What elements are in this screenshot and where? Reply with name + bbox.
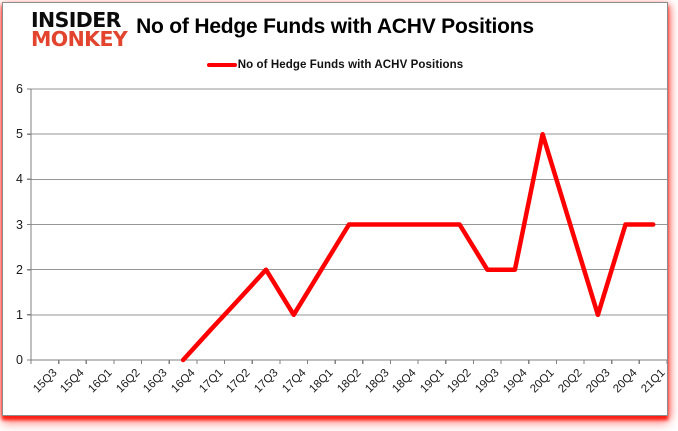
x-axis-label: 20Q3 — [583, 367, 613, 396]
y-axis-label: 3 — [16, 217, 23, 232]
legend-label: No of Hedge Funds with ACHV Positions — [237, 59, 464, 71]
x-axis-label: 20Q2 — [556, 367, 585, 396]
x-axis-label: 20Q4 — [611, 367, 641, 396]
x-axis-label: 15Q3 — [30, 367, 60, 396]
x-axis-label: 20Q1 — [528, 367, 558, 396]
logo-insider-text: INSIDER — [31, 8, 121, 32]
y-axis-label: 6 — [16, 82, 23, 96]
x-axis-label: 18Q4 — [390, 367, 419, 396]
x-axis-label: 21Q1 — [639, 367, 668, 396]
x-axis-label: 18Q3 — [362, 367, 392, 396]
chart-title: No of Hedge Funds with ACHV Positions — [136, 15, 534, 38]
x-axis-label: 19Q1 — [418, 367, 447, 396]
x-axis-label: 18Q1 — [307, 367, 336, 396]
x-axis-label: 19Q2 — [445, 367, 475, 396]
legend-line-marker-icon — [206, 62, 237, 68]
x-axis-label: 17Q3 — [252, 367, 281, 396]
x-axis-label: 16Q3 — [141, 367, 170, 396]
logo-monkey-text: MONKEY — [31, 27, 128, 52]
line-chart-svg — [27, 88, 668, 364]
series-line — [180, 131, 656, 363]
x-axis-label: 15Q4 — [58, 367, 87, 396]
x-axis-label: 19Q4 — [501, 367, 530, 396]
y-axis-label: 0 — [16, 353, 23, 367]
x-axis-label: 18Q2 — [335, 367, 364, 396]
chart-canvas: INSIDER MONKEY No of Hedge Funds with AC… — [2, 2, 668, 416]
x-axis-label: 16Q4 — [169, 367, 198, 396]
x-axis-label: 17Q2 — [224, 367, 253, 396]
x-axis-label: 17Q1 — [196, 367, 226, 396]
y-axis-label: 2 — [16, 262, 23, 277]
y-axis-label: 5 — [16, 127, 23, 142]
y-axis-label: 4 — [16, 172, 23, 187]
y-axis-label: 1 — [16, 307, 23, 322]
x-axis-label: 16Q2 — [113, 367, 143, 396]
x-axis-label: 17Q4 — [279, 367, 309, 396]
x-axis-label: 16Q1 — [86, 367, 115, 396]
plot-area: 15Q3 15Q4 16Q1 16Q2 16Q3 16Q4 17Q1 17Q2 17Q3 17Q4… — [27, 88, 668, 395]
y-axis-labels: 0 1 2 3 4 5 6 — [3, 82, 25, 367]
x-axis-label: 19Q3 — [473, 367, 502, 396]
insider-monkey-logo: INSIDER MONKEY — [31, 8, 128, 52]
chart-legend: No of Hedge Funds with ACHV Positions — [3, 56, 667, 74]
